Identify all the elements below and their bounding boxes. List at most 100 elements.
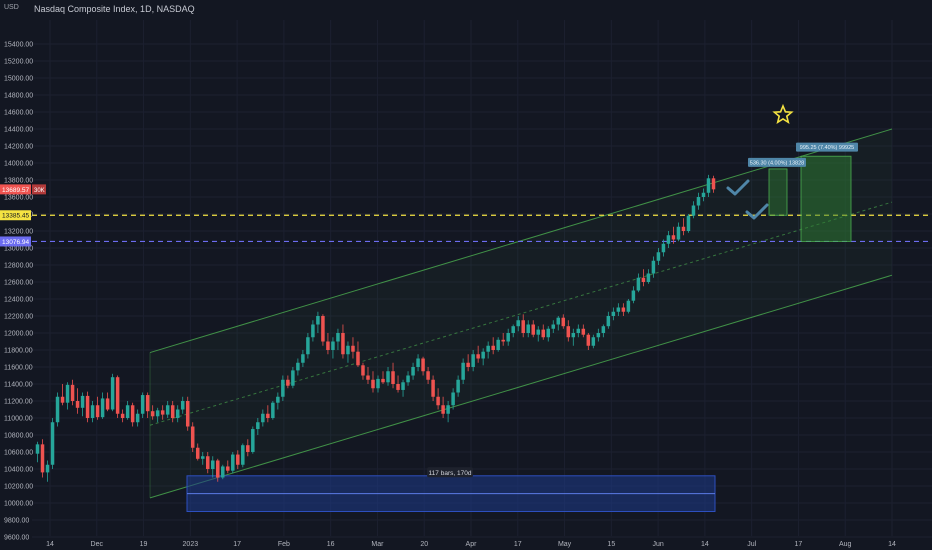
x-tick-label: Jun — [652, 541, 663, 548]
x-tick-label: Jul — [747, 541, 756, 548]
candle-body — [155, 410, 160, 417]
candle-body — [531, 324, 535, 335]
candle-body — [336, 333, 340, 342]
chart-title: Nasdaq Composite Index, 1D, NASDAQ — [34, 4, 195, 14]
y-axis: 9600.00 9800.00 10000.00 10200.00 10400.00 10… — [4, 42, 33, 542]
candle-body — [221, 466, 225, 478]
y-tick-label: 14800.00 — [4, 93, 33, 100]
candle-body — [70, 384, 75, 401]
range-label: 117 bars, 170d — [429, 470, 472, 477]
candle-body — [246, 445, 250, 452]
candle-body — [416, 358, 420, 367]
candle-body — [206, 456, 210, 469]
candle-body — [150, 411, 155, 417]
x-tick-label: May — [558, 541, 572, 548]
target-label-2-bg — [796, 142, 858, 152]
candle-body — [491, 345, 495, 350]
candle-body — [341, 333, 345, 355]
candle-body — [331, 341, 335, 350]
candle-body — [576, 328, 581, 333]
candle-body — [551, 324, 556, 329]
candle-body — [160, 410, 165, 415]
x-tick-label: Aug — [839, 541, 852, 548]
price-label-bg — [0, 210, 31, 221]
y-tick-label: 12200.00 — [4, 314, 33, 321]
x-tick-label: 14 — [888, 541, 896, 548]
candle-body — [651, 260, 656, 274]
candle-body — [55, 396, 60, 423]
candle-body — [511, 326, 515, 333]
y-tick-label: 12800.00 — [4, 263, 33, 270]
candle-body — [661, 243, 666, 253]
y-tick-label: 11200.00 — [4, 399, 33, 406]
candle-body — [546, 328, 551, 338]
candle-body — [471, 354, 475, 367]
y-tick-label: 12400.00 — [4, 297, 33, 304]
candle-body — [581, 328, 586, 335]
candle-body — [326, 341, 330, 350]
candle-body — [226, 466, 230, 471]
x-tick-label: 16 — [327, 541, 335, 548]
grid — [32, 20, 932, 538]
candle-body — [185, 401, 190, 427]
candle-body — [180, 401, 185, 410]
y-tick-label: 15000.00 — [4, 76, 33, 83]
target-label-1-bg — [748, 157, 806, 167]
candle-body — [316, 316, 320, 325]
y-tick-label: 10400.00 — [4, 467, 33, 474]
candle-body — [431, 379, 435, 397]
candle-body — [271, 402, 275, 418]
x-tick-label: Mar — [371, 541, 384, 548]
candle-body — [361, 365, 365, 376]
candle-body — [696, 197, 701, 206]
price-label: 13689.57 — [2, 187, 29, 194]
candle-body — [636, 277, 641, 291]
price-extra-label: 30K — [34, 188, 45, 194]
y-tick-label: 11000.00 — [4, 416, 33, 423]
candle-body — [601, 326, 606, 333]
candle-body — [135, 413, 140, 423]
candle-body — [456, 379, 460, 393]
candle-body — [596, 333, 601, 338]
candle-body — [231, 454, 235, 471]
candle-body — [646, 273, 651, 282]
candle-body — [486, 345, 490, 352]
y-tick-label: 12600.00 — [4, 280, 33, 287]
candle-body — [681, 226, 686, 231]
y-tick-label: 13800.00 — [4, 178, 33, 185]
price-label-bg — [0, 184, 31, 195]
candle-body — [521, 320, 525, 333]
candle-body — [195, 447, 200, 459]
candle-body — [281, 379, 285, 397]
candle-body — [481, 351, 485, 359]
candle-body — [541, 329, 545, 338]
star-icon — [772, 103, 794, 125]
candle-body — [616, 307, 621, 312]
y-tick-label: 13200.00 — [4, 229, 33, 236]
x-tick-label: 17 — [233, 541, 241, 548]
check-icon — [726, 179, 750, 196]
candle-body — [100, 398, 105, 418]
candle-body — [190, 426, 195, 448]
y-tick-label: 10800.00 — [4, 433, 33, 440]
candle-body — [451, 392, 455, 406]
candle-body — [120, 413, 125, 418]
price-label: 13385.45 — [2, 213, 29, 220]
y-tick-label: 9600.00 — [4, 535, 29, 542]
y-tick-label: 15400.00 — [4, 42, 33, 49]
candle-body — [276, 396, 280, 403]
candle-body — [666, 235, 671, 244]
candle-body — [216, 460, 220, 478]
candle-body — [376, 378, 380, 389]
candle-body — [35, 444, 40, 454]
x-tick-label: 19 — [140, 541, 148, 548]
y-tick-label: 15200.00 — [4, 59, 33, 66]
candle-body — [536, 329, 540, 335]
y-tick-label: 14600.00 — [4, 110, 33, 117]
candle-body — [125, 405, 130, 418]
candle-body — [391, 371, 395, 384]
candle-body — [115, 377, 120, 414]
candle-body — [701, 192, 706, 197]
candle-body — [256, 422, 260, 430]
